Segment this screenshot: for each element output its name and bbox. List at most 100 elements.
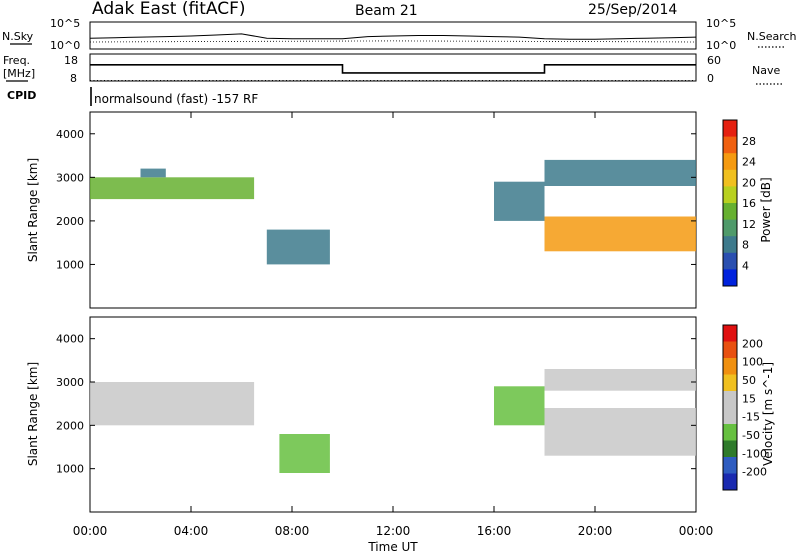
time-tick-label: 08:00 [275, 524, 310, 538]
x-axis-label: Time UT [367, 540, 418, 554]
power-panel: 1000 2000 3000 4000 Slant Range [km] 28 24 20… [26, 111, 773, 309]
time-tick-label: 16:00 [477, 524, 512, 538]
power-colorbar-segment [723, 136, 737, 154]
noise-panel: N.Sky 10^5 10^0 10^5 10^0 N.Search [2, 17, 797, 52]
velocity-band [279, 434, 330, 473]
velocity-colorbar-segment [723, 440, 737, 458]
plot-title: Adak East (fitACF) [92, 0, 246, 19]
power-y-axis-label: Slant Range [km] [26, 158, 40, 262]
noise-panel-frame [89, 21, 697, 50]
time-axis-ticks: 00:00 04:00 08:00 12:00 16:00 20:00 00:00 [73, 112, 714, 538]
frequency-series-line [90, 64, 696, 74]
power-band [140, 168, 166, 178]
velocity-band [90, 382, 255, 426]
velocity-colorbar-tick: 200 [742, 337, 763, 350]
velocity-colorbar-tick: -15 [742, 411, 760, 424]
power-colorbar-segment [723, 269, 737, 287]
nsky-label: N.Sky [2, 30, 34, 43]
velocity-band [544, 408, 696, 456]
power-ytick-label: 1000 [56, 258, 84, 271]
velocity-ytick-label: 2000 [56, 419, 84, 432]
power-colorbar-tick: 4 [742, 259, 749, 272]
time-tick-label: 00:00 [679, 524, 714, 538]
velocity-colorbar-tick: -200 [742, 466, 767, 479]
velocity-data-layer [90, 369, 696, 473]
power-colorbar-tick: 20 [742, 176, 756, 189]
date-label: 25/Sep/2014 [588, 2, 677, 18]
power-colorbar-segment [723, 186, 737, 204]
power-colorbar: 28 24 20 16 12 8 4 [722, 119, 756, 287]
noise-tick-bottom-right: 10^0 [706, 39, 736, 52]
velocity-panel: 1000 2000 3000 4000 00:00 04:00 08:00 12:00 16:… [26, 112, 775, 554]
noise-tick-top-right: 10^5 [706, 17, 736, 30]
power-colorbar-tick: 16 [742, 197, 756, 210]
nsearch-label: N.Search [747, 30, 797, 43]
velocity-colorbar-segment [723, 325, 737, 342]
velocity-band [494, 386, 545, 426]
velocity-y-axis-label: Slant Range [km] [26, 362, 40, 466]
time-tick-label: 04:00 [174, 524, 209, 538]
velocity-range-ticks: 1000 2000 3000 4000 [56, 333, 696, 476]
power-band [544, 159, 696, 186]
velocity-colorbar-tick: -50 [742, 429, 760, 442]
velocity-colorbar: 200 100 50 15 -15 -50 -100 -200 [722, 324, 767, 491]
power-colorbar-segment [723, 169, 737, 187]
time-tick-label: 00:00 [73, 524, 108, 538]
velocity-colorbar-segment [723, 473, 737, 491]
beam-label: Beam 21 [355, 3, 418, 19]
velocity-colorbar-tick: 100 [742, 356, 763, 369]
freq-label: Freq. [3, 54, 30, 67]
power-ytick-label: 3000 [56, 171, 84, 184]
velocity-colorbar-segment [723, 341, 737, 359]
cpid-text: normalsound (fast) -157 RF [94, 92, 258, 106]
nave-tick-bottom: 0 [707, 72, 714, 85]
velocity-colorbar-tick: 50 [742, 374, 756, 387]
freq-unit-label: [MHz] [3, 67, 35, 80]
freq-tick-top: 18 [64, 54, 78, 67]
velocity-ytick-label: 1000 [56, 463, 84, 476]
velocity-ytick-label: 4000 [56, 333, 84, 346]
power-colorbar-segment [723, 219, 737, 237]
cpid-label: CPID [7, 89, 36, 102]
velocity-ytick-label: 3000 [56, 376, 84, 389]
velocity-band [544, 369, 696, 391]
noise-tick-top-left: 10^5 [50, 17, 80, 30]
power-colorbar-segment [723, 120, 737, 138]
power-band [266, 229, 330, 265]
time-tick-label: 12:00 [376, 524, 411, 538]
nsearch-series-line [89, 40, 697, 43]
power-band [494, 181, 545, 221]
power-colorbar-tick: 24 [742, 156, 756, 169]
power-colorbar-frame [722, 119, 738, 287]
power-data-layer [90, 159, 696, 265]
power-ytick-label: 2000 [56, 215, 84, 228]
power-colorbar-segment [723, 153, 737, 171]
velocity-colorbar-segment [723, 457, 737, 474]
power-range-ticks: 1000 2000 3000 4000 [56, 128, 696, 271]
power-band [90, 177, 255, 200]
cpid-row: CPID normalsound (fast) -157 RF [7, 87, 258, 106]
velocity-colorbar-tick: -100 [742, 447, 767, 460]
velocity-colorbar-segment [723, 407, 737, 425]
nsky-series-line [89, 33, 697, 40]
velocity-colorbar-tick: 15 [742, 392, 756, 405]
nave-tick-top: 60 [707, 54, 721, 67]
power-colorbar-label: Power [dB] [759, 177, 773, 242]
frequency-panel: Freq. [MHz] 18 8 60 0 Nave [3, 53, 782, 85]
power-colorbar-segment [723, 203, 737, 221]
power-colorbar-segment [723, 236, 737, 254]
velocity-colorbar-segment [723, 391, 737, 408]
power-panel-frame [89, 111, 697, 309]
power-ytick-label: 4000 [56, 128, 84, 141]
velocity-colorbar-segment [723, 374, 737, 392]
power-colorbar-tick: 8 [742, 239, 749, 252]
freq-tick-bottom: 8 [70, 72, 77, 85]
noise-tick-bottom-left: 10^0 [50, 39, 80, 52]
power-colorbar-tick: 12 [742, 218, 756, 231]
time-tick-label: 20:00 [578, 524, 613, 538]
velocity-colorbar-frame [722, 324, 738, 491]
power-colorbar-segment [723, 252, 737, 270]
power-colorbar-tick: 28 [742, 135, 756, 148]
nave-label: Nave [752, 64, 780, 77]
